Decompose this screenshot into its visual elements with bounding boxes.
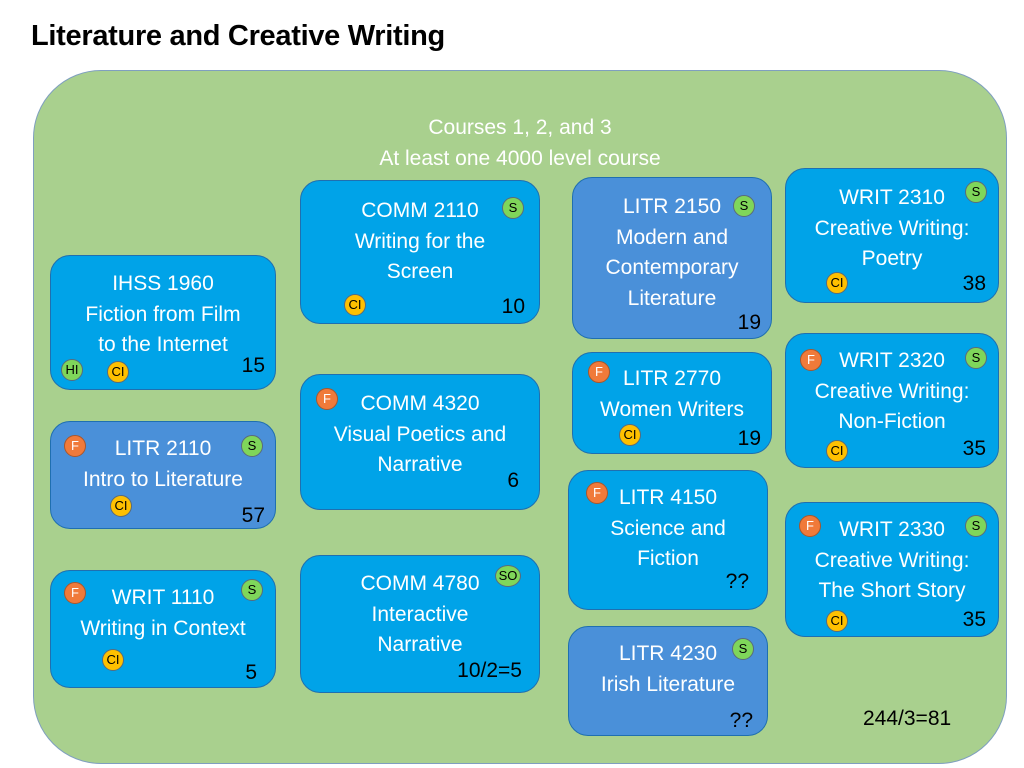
course-card-litr-2150[interactable]: LITR 2150 Modern and Contemporary Litera… — [572, 177, 772, 339]
enrollment-count: 35 — [962, 608, 986, 631]
enrollment-count: ?? — [725, 570, 749, 593]
course-card-writ-2310[interactable]: WRIT 2310 Creative Writing: Poetry S CI … — [785, 168, 999, 303]
course-title-line: Intro to Literature — [83, 467, 243, 491]
course-code: WRIT 1110 — [111, 586, 215, 609]
f-badge: F — [586, 482, 608, 504]
course-code: IHSS 1960 — [112, 272, 214, 295]
course-code: LITR 2110 — [114, 437, 212, 460]
f-badge: F — [588, 361, 610, 383]
f-badge: F — [316, 388, 338, 410]
course-title-line: Visual Poetics and — [333, 422, 507, 446]
enrollment-count: 5 — [245, 661, 257, 684]
s-badge: S — [733, 195, 755, 217]
so-badge: SO — [495, 565, 521, 587]
s-badge: S — [965, 181, 987, 203]
enrollment-count: ?? — [729, 709, 753, 732]
enrollment-count: 19 — [737, 311, 761, 334]
course-code: LITR 4150 — [618, 486, 718, 509]
enrollment-count: 35 — [962, 437, 986, 460]
course-code: COMM 2110 — [361, 199, 479, 222]
ci-badge: CI — [107, 361, 129, 383]
course-card-litr-2110[interactable]: LITR 2110 Intro to Literature F S CI 57 — [50, 421, 276, 529]
course-title-line: Creative Writing: — [814, 379, 970, 403]
s-badge: S — [502, 197, 524, 219]
enrollment-count: 19 — [737, 427, 761, 450]
f-badge: F — [800, 349, 822, 371]
course-title-line: Contemporary — [605, 256, 739, 279]
s-badge: S — [732, 638, 754, 660]
course-title-line: to the Internet — [98, 333, 228, 356]
course-title-line: Narrative — [377, 453, 463, 476]
ci-badge: CI — [826, 440, 848, 462]
hi-badge: HI — [61, 359, 83, 381]
course-code: WRIT 2320 — [839, 349, 945, 372]
course-code: LITR 4230 — [618, 642, 718, 665]
requirement-header-line1: Courses 1, 2, and 3 — [428, 116, 612, 139]
course-title-line: Fiction — [637, 547, 699, 570]
course-card-litr-4150[interactable]: LITR 4150 Science and Fiction F ?? — [568, 470, 768, 610]
s-badge: S — [241, 435, 263, 457]
course-title-line: Fiction from Film — [85, 302, 241, 326]
course-card-ihss-1960[interactable]: IHSS 1960 Fiction from Film to the Inter… — [50, 255, 276, 390]
course-card-writ-2320[interactable]: WRIT 2320 Creative Writing: Non-Fiction … — [785, 333, 999, 468]
enrollment-count: 38 — [962, 272, 986, 295]
course-card-litr-4230[interactable]: LITR 4230 Irish Literature S ?? — [568, 626, 768, 736]
course-card-writ-1110[interactable]: WRIT 1110 Writing in Context F S CI 5 — [50, 570, 276, 688]
course-title-line: Literature — [627, 286, 717, 310]
course-title-line: Poetry — [861, 247, 923, 270]
ci-badge: CI — [619, 424, 641, 446]
course-code: LITR 2770 — [622, 367, 722, 390]
requirement-header-line2: At least one 4000 level course — [379, 147, 661, 170]
s-badge: S — [965, 515, 987, 537]
enrollment-count: 57 — [241, 504, 265, 527]
course-code: COMM 4320 — [360, 392, 480, 415]
course-title-line: Creative Writing: — [814, 548, 970, 572]
course-title-line: Women Writers — [600, 397, 744, 421]
total-average: 244/3=81 — [863, 707, 952, 730]
ci-badge: CI — [102, 649, 124, 671]
course-code: LITR 2150 — [622, 195, 722, 218]
f-badge: F — [64, 435, 86, 457]
enrollment-count: 10/2=5 — [457, 659, 522, 682]
ci-badge: CI — [110, 495, 132, 517]
ci-badge: CI — [344, 294, 366, 316]
course-title-line: Interactive — [371, 602, 469, 626]
course-code: WRIT 2330 — [839, 518, 945, 541]
course-title-line: The Short Story — [818, 579, 966, 602]
enrollment-count: 15 — [241, 354, 265, 377]
f-badge: F — [799, 515, 821, 537]
course-card-litr-2770[interactable]: LITR 2770 Women Writers F CI 19 — [572, 352, 772, 454]
enrollment-count: 6 — [507, 469, 519, 492]
enrollment-count: 10 — [501, 295, 525, 318]
course-title-line: Writing for the — [354, 229, 486, 253]
course-title-line: Screen — [386, 260, 454, 283]
f-badge: F — [64, 582, 86, 604]
course-title-line: Writing in Context — [80, 616, 246, 640]
course-code: WRIT 2310 — [839, 186, 945, 209]
course-title-line: Creative Writing: — [814, 216, 970, 240]
course-card-writ-2330[interactable]: WRIT 2330 Creative Writing: The Short St… — [785, 502, 999, 637]
page-title: Literature and Creative Writing — [31, 20, 445, 52]
course-title-line: Narrative — [377, 633, 463, 656]
s-badge: S — [241, 579, 263, 601]
ci-badge: CI — [826, 610, 848, 632]
course-code: COMM 4780 — [360, 572, 480, 595]
course-card-comm-4780[interactable]: COMM 4780 Interactive Narrative SO 10/2=… — [300, 555, 540, 693]
ci-badge: CI — [826, 272, 848, 294]
course-card-comm-4320[interactable]: COMM 4320 Visual Poetics and Narrative F… — [300, 374, 540, 510]
course-title-line: Non-Fiction — [838, 410, 946, 433]
course-title-line: Irish Literature — [600, 672, 736, 696]
course-title-line: Modern and — [615, 225, 729, 249]
s-badge: S — [965, 347, 987, 369]
course-title-line: Science and — [610, 516, 726, 540]
course-card-comm-2110[interactable]: COMM 2110 Writing for the Screen S CI 10 — [300, 180, 540, 324]
